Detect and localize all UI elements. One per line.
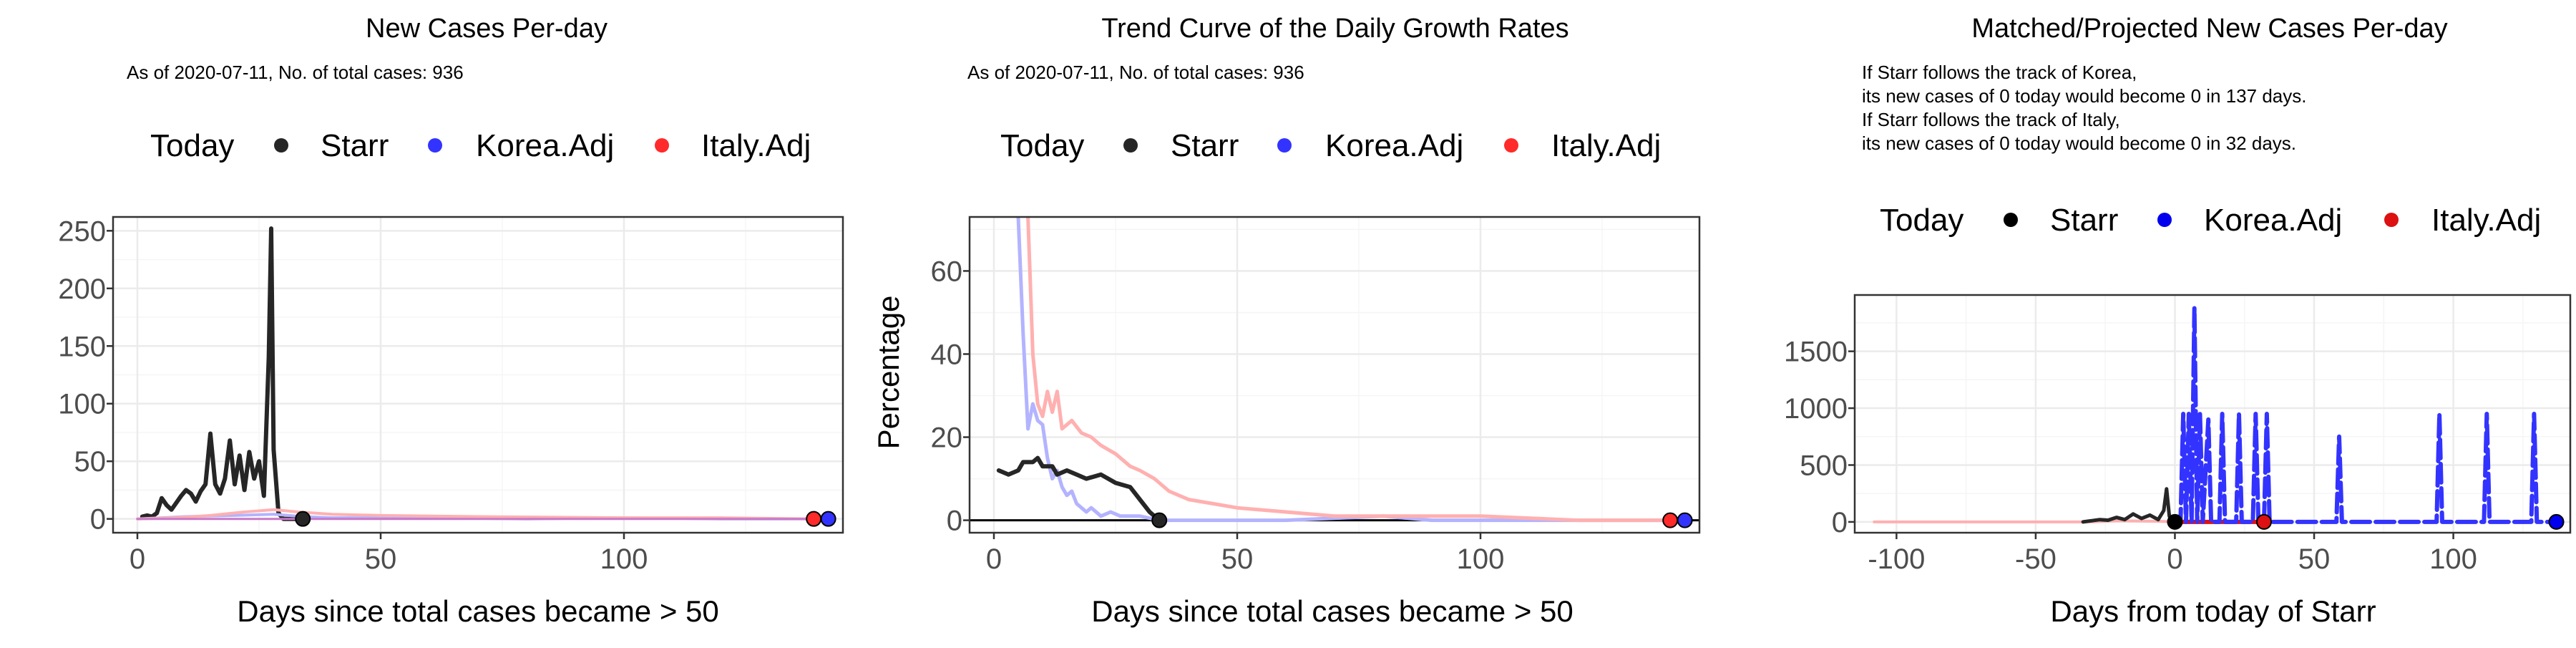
chart3-panel-bg	[1855, 295, 2570, 533]
chart3-legend-label-starr: Starr	[2050, 203, 2118, 238]
chart3-subtitle-line-2: its new cases of 0 today would become 0 …	[1862, 85, 2306, 107]
chart3-series	[1873, 306, 2559, 524]
chart1-x-axis-label: Days since total cases became > 50	[237, 594, 719, 628]
chart2-y-tick-label: 20	[931, 422, 963, 454]
chart3-legend-key-starr	[2004, 213, 2018, 227]
chart3-marker-starr	[2167, 513, 2183, 530]
chart3-subtitle-line-1: If Starr follows the track of Korea,	[1862, 62, 2137, 83]
chart2-panel-bg	[970, 217, 1699, 533]
chart3-marker-korea-adj	[2548, 513, 2565, 530]
chart1-x-tick-label: 0	[130, 543, 145, 575]
chart1-y-tick-label: 0	[90, 504, 106, 536]
chart3-series-line-italy-adj-0	[1873, 519, 2177, 523]
chart2-legend-label-italy: Italy.Adj	[1551, 128, 1661, 163]
chart2-series	[996, 217, 1687, 523]
chart3-x-axis-label: Days from today of Starr	[2050, 594, 2376, 628]
chart2-legend-label-starr: Starr	[1171, 128, 1239, 163]
chart2-subtitle: As of 2020-07-11, No. of total cases: 93…	[967, 62, 1304, 83]
chart3-panel-border	[1853, 294, 2572, 534]
chart1-legend-label-starr: Starr	[321, 128, 389, 163]
chart3-legend-key-korea	[2157, 213, 2172, 227]
chart2-title: Trend Curve of the Daily Growth Rates	[1101, 14, 1568, 44]
chart2-x-tick-label: 0	[986, 543, 1002, 575]
chart3-title: Matched/Projected New Cases Per-day	[1971, 14, 2447, 44]
chart3-legend-label-italy: Italy.Adj	[2431, 203, 2541, 238]
chart3-x-tick-label: -50	[2015, 543, 2057, 575]
chart1-x-tick-label: 100	[600, 543, 648, 575]
chart2-plot: 0 50 100 0 20 40 60	[931, 216, 1701, 575]
chart2-y-tick-label: 0	[947, 506, 962, 537]
chart1-panel-border	[112, 216, 844, 534]
chart3-y-tick-label: 500	[1800, 450, 1848, 481]
chart3-y-tick-label: 1000	[1784, 393, 1848, 425]
chart1-subtitle: As of 2020-07-11, No. of total cases: 93…	[127, 62, 464, 83]
chart3-x-tick-label: -100	[1868, 543, 1925, 575]
chart2-legend-key-starr	[1123, 138, 1138, 153]
chart1-plot: 0 50 100 0 50 100 150 200 250	[58, 216, 844, 575]
chart2-x-axis-label: Days since total cases became > 50	[1091, 594, 1574, 628]
chart2-y-tick-label: 60	[931, 256, 963, 287]
chart1-legend-key-korea	[428, 138, 442, 153]
chart1-legend-title: Today	[150, 128, 234, 163]
chart1-x-tick-label: 50	[365, 543, 397, 575]
chart2-marker-korea-adj	[1677, 512, 1693, 528]
chart3-legend: Today Starr Korea.Adj Italy.Adj	[1880, 203, 2541, 238]
chart2-legend-title: Today	[1000, 128, 1084, 163]
chart1-legend: Today Starr Korea.Adj Italy.Adj	[150, 128, 811, 163]
chart3-legend-title: Today	[1880, 203, 1963, 238]
chart1-marker-korea-adj	[820, 511, 836, 527]
chart1-legend-key-starr	[274, 138, 288, 153]
chart3-series-line-korea-adj-3	[2172, 306, 2559, 524]
chart1-series-line-starr-0	[140, 226, 306, 521]
chart1-y-tick-label: 100	[58, 389, 106, 420]
chart1-marker-italy-adj	[806, 511, 822, 527]
chart3-subtitle-line-4: its new cases of 0 today would become 0 …	[1862, 132, 2296, 154]
chart3-x-tick-label: 100	[2429, 543, 2477, 575]
chart1-title: New Cases Per-day	[366, 14, 608, 44]
chart3-y-tick-label: 1500	[1784, 337, 1848, 368]
chart1-y-tick-label: 250	[58, 216, 106, 247]
chart2-panel-border	[968, 216, 1701, 534]
chart2-series-line-starr-2	[996, 455, 1162, 523]
chart3-x-tick-label: 50	[2298, 543, 2331, 575]
chart2-series-line-italy-adj-1	[1026, 217, 1672, 523]
chart2-series-line-korea-adj-0	[1016, 217, 1687, 523]
chart1-y-tick-label: 200	[58, 274, 106, 305]
chart3-y-tick-label: 0	[1832, 507, 1848, 538]
chart2-y-axis-label: Percentage	[872, 296, 905, 450]
chart1-legend-label-korea: Korea.Adj	[476, 128, 614, 163]
chart1-y-tick-label: 150	[58, 331, 106, 362]
chart2-legend-key-korea	[1277, 138, 1292, 153]
chart3-series-line-starr-1	[2081, 487, 2177, 524]
chart1-legend-label-italy: Italy.Adj	[701, 128, 811, 163]
chart2-legend-label-korea: Korea.Adj	[1325, 128, 1463, 163]
chart1-y-tick-label: 50	[74, 446, 107, 478]
chart1-legend-key-italy	[655, 138, 669, 153]
chart2-marker-italy-adj	[1662, 512, 1679, 528]
chart1-series	[136, 226, 830, 521]
chart1-marker-starr	[295, 511, 311, 527]
chart2-marker-starr	[1151, 512, 1168, 528]
chart2-y-tick-label: 40	[931, 339, 963, 370]
chart3-x-tick-label: 0	[2167, 543, 2182, 575]
chart2-x-tick-label: 50	[1221, 543, 1254, 575]
chart3-subtitle-line-3: If Starr follows the track of Italy,	[1862, 109, 2120, 130]
chart3-legend-key-italy	[2384, 213, 2399, 227]
chart3-legend-label-korea: Korea.Adj	[2204, 203, 2342, 238]
chart2-legend-key-italy	[1504, 138, 1518, 153]
chart1-series-line-italy-adj-2	[136, 508, 820, 521]
chart2-x-tick-label: 100	[1457, 543, 1505, 575]
chart2-legend: Today Starr Korea.Adj Italy.Adj	[1000, 128, 1661, 163]
chart3-marker-italy-adj	[2255, 513, 2272, 530]
